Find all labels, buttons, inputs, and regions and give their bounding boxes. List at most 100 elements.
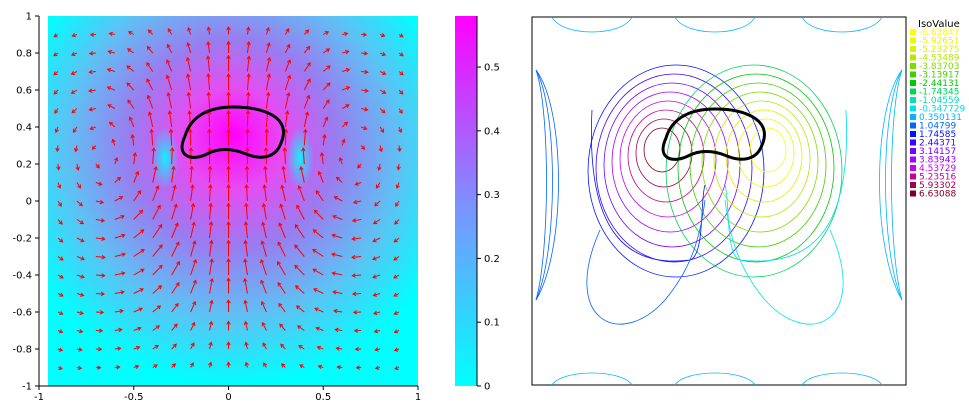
- legend-swatch: [910, 173, 916, 180]
- velocity-arrow-head: [56, 166, 61, 171]
- velocity-arrow: [127, 48, 135, 54]
- legend-swatch: [910, 156, 916, 163]
- velocity-arrow-head: [111, 138, 116, 144]
- velocity-arrow-head: [190, 202, 196, 208]
- obstacle-outline: [180, 105, 285, 159]
- legend-label: 5.93302: [919, 181, 956, 191]
- velocity-arrow: [133, 209, 143, 220]
- velocity-arrow-head: [226, 40, 231, 45]
- legend-label: -3.13917: [919, 71, 959, 81]
- velocity-arrow: [76, 237, 85, 242]
- velocity-arrow-head: [138, 209, 144, 214]
- velocity-arrow-head: [207, 147, 212, 152]
- velocity-arrow-head: [312, 268, 317, 273]
- velocity-arrow-head: [381, 70, 387, 75]
- velocity-arrow-head: [395, 202, 400, 207]
- velocity-arrow-head: [261, 321, 266, 327]
- velocity-arrow: [372, 256, 381, 260]
- velocity-arrow-head: [244, 202, 249, 207]
- velocity-arrow: [284, 28, 290, 35]
- velocity-arrow-head: [121, 252, 126, 257]
- velocity-arrow-head: [192, 300, 197, 306]
- velocity-arrow: [57, 200, 62, 207]
- velocity-arrow-head: [188, 147, 194, 152]
- velocity-arrow: [393, 274, 400, 279]
- velocity-arrow-head: [165, 59, 171, 64]
- velocity-arrow-head: [266, 73, 271, 78]
- velocity-arrow-head: [246, 73, 251, 78]
- velocity-arrow-head: [399, 33, 404, 38]
- y-tick-label: -0.6: [12, 308, 32, 319]
- velocity-arrow: [114, 196, 123, 202]
- velocity-arrow-head: [354, 346, 360, 352]
- velocity-arrow-head: [226, 277, 231, 282]
- velocity-arrow-head: [158, 223, 163, 229]
- velocity-arrow-head: [331, 252, 336, 257]
- velocity-arrow-head: [208, 221, 214, 226]
- velocity-arrow: [334, 196, 343, 202]
- velocity-arrow: [246, 92, 249, 109]
- velocity-arrow-head: [351, 218, 357, 223]
- velocity-arrow: [284, 92, 290, 109]
- velocity-arrow: [246, 41, 250, 54]
- legend-label: 4.53729: [919, 164, 956, 174]
- velocity-arrow: [374, 200, 381, 207]
- velocity-arrow-head: [226, 258, 231, 263]
- velocity-arrow-head: [53, 90, 58, 95]
- velocity-arrow-head: [166, 43, 171, 49]
- velocity-arrow-head: [97, 346, 103, 352]
- velocity-arrow-head: [381, 51, 387, 57]
- velocity-arrow-head: [157, 285, 163, 290]
- velocity-arrow-head: [333, 308, 338, 314]
- velocity-arrow-head: [70, 90, 76, 94]
- velocity-arrow-head: [192, 279, 197, 284]
- velocity-arrow-head: [73, 147, 79, 153]
- y-tick-label: 0.8: [16, 49, 32, 60]
- velocity-arrow-head: [260, 300, 265, 306]
- velocity-arrow: [279, 323, 286, 331]
- velocity-arrow: [379, 145, 382, 152]
- velocity-arrow-head: [226, 26, 231, 31]
- velocity-arrow-head: [245, 110, 251, 115]
- velocity-arrow: [171, 241, 180, 257]
- y-tick-label: 0: [26, 197, 32, 208]
- velocity-arrow-head: [59, 310, 64, 316]
- velocity-arrow-head: [101, 254, 106, 260]
- velocity-arrow-head: [79, 220, 85, 225]
- velocity-arrow: [296, 305, 305, 313]
- velocity-arrow-head: [362, 32, 368, 37]
- velocity-arrow: [57, 182, 61, 189]
- velocity-arrow-head: [306, 78, 311, 83]
- colorbar-tick-label: 0.1: [484, 318, 500, 329]
- y-tick-label: -1: [22, 382, 32, 393]
- wake-region-left: [151, 126, 179, 190]
- velocity-arrow-head: [364, 107, 369, 112]
- velocity-arrow-head: [99, 199, 105, 205]
- velocity-arrow-head: [226, 341, 231, 346]
- velocity-arrow: [71, 71, 78, 75]
- velocity-arrow: [209, 278, 213, 294]
- velocity-arrow: [313, 229, 324, 239]
- velocity-arrow-head: [243, 258, 248, 263]
- legend-label: -6.62847: [919, 28, 959, 38]
- velocity-arrow-head: [206, 91, 211, 96]
- velocity-arrow-head: [381, 90, 387, 94]
- velocity-arrow-head: [173, 323, 178, 328]
- velocity-arrow: [190, 203, 194, 220]
- velocity-arrow: [284, 147, 286, 165]
- velocity-arrow-head: [351, 254, 356, 260]
- velocity-arrow-head: [331, 271, 336, 276]
- velocity-arrow: [190, 166, 193, 183]
- velocity-arrow-head: [243, 320, 249, 326]
- velocity-arrow-head: [209, 277, 214, 283]
- velocity-arrow: [322, 48, 330, 54]
- velocity-arrow-head: [261, 221, 266, 226]
- velocity-arrow-head: [55, 147, 60, 153]
- velocity-arrow-head: [53, 33, 58, 38]
- velocity-arrow-head: [335, 176, 341, 181]
- velocity-arrow-head: [245, 128, 250, 133]
- velocity-arrow-head: [298, 345, 303, 349]
- velocity-arrow-head: [260, 279, 265, 284]
- velocity-arrow-head: [332, 290, 337, 295]
- contour-lines: [535, 16, 903, 386]
